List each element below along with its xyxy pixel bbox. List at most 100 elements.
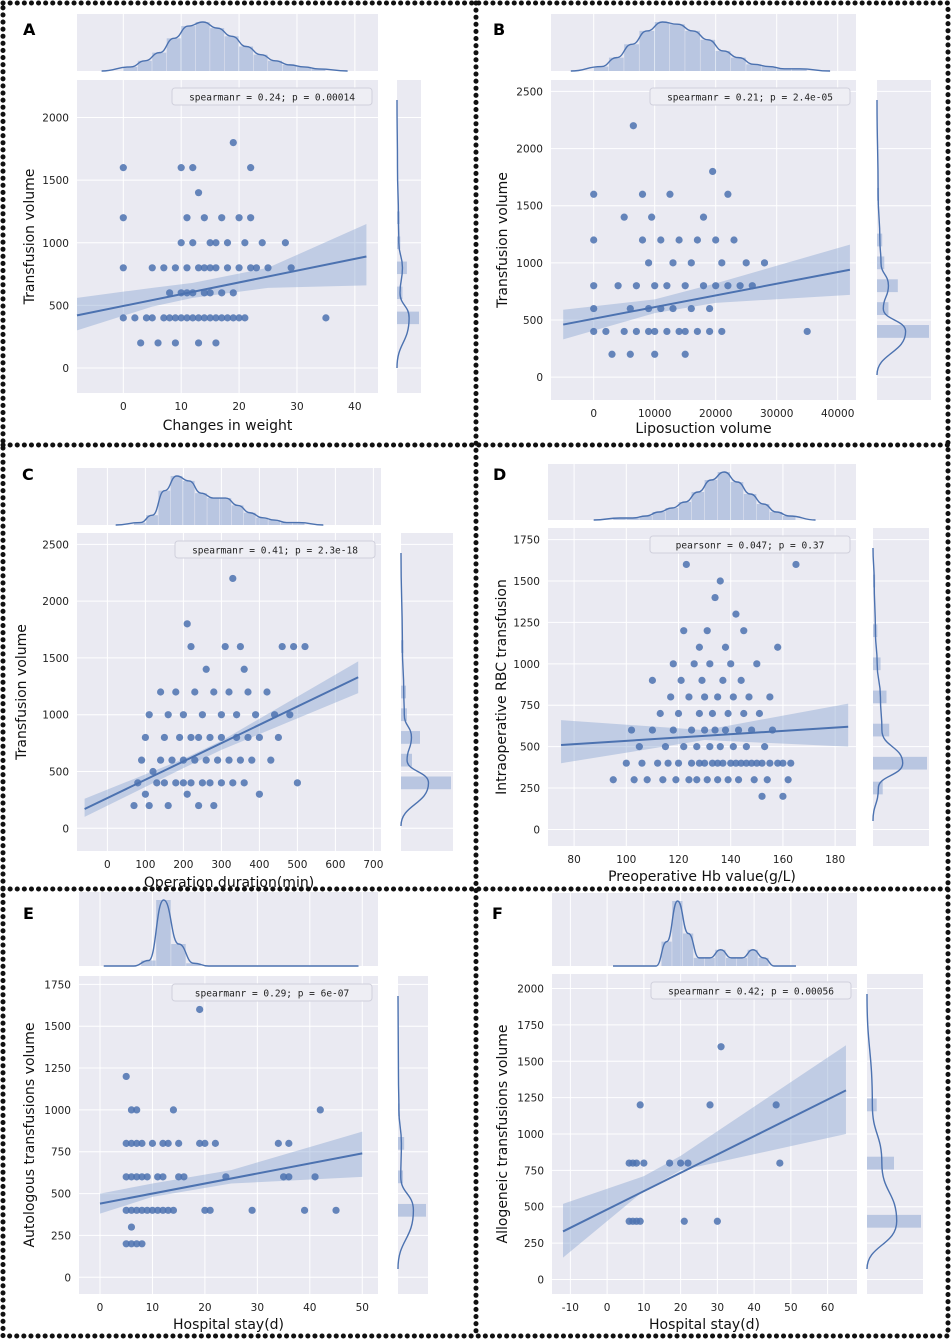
data-point <box>724 776 732 784</box>
marginal-x-bar <box>182 480 195 525</box>
data-point <box>255 790 263 798</box>
data-point <box>706 660 714 668</box>
data-point <box>200 314 208 322</box>
data-point <box>229 779 237 787</box>
x-tick-label: -10 <box>562 1302 579 1314</box>
data-point <box>792 560 800 569</box>
data-point <box>248 1206 256 1214</box>
data-point <box>252 264 261 272</box>
marginal-x-bar <box>704 957 715 966</box>
x-tick-label: 20 <box>232 401 245 413</box>
x-axis-label: Liposuction volume <box>635 421 771 437</box>
data-point <box>755 709 764 718</box>
data-point <box>194 339 203 347</box>
marginal-x-bar <box>682 933 694 966</box>
data-point <box>183 620 191 628</box>
data-point <box>774 759 782 767</box>
data-point <box>742 259 750 267</box>
data-point <box>682 560 690 569</box>
y-tick-label: 1500 <box>513 576 540 588</box>
data-point <box>244 688 252 696</box>
data-point <box>701 759 709 767</box>
data-point <box>247 214 255 222</box>
panel-letter: D <box>493 465 506 484</box>
data-point <box>133 1240 141 1248</box>
data-point <box>685 776 693 784</box>
y-tick-label: 500 <box>49 300 69 312</box>
y-tick-label: 750 <box>51 1147 71 1159</box>
stat-annotation-box <box>171 87 373 106</box>
data-point <box>122 1206 130 1214</box>
data-point <box>645 259 653 267</box>
x-tick-label: 40 <box>303 1302 316 1314</box>
marginal-x-bar <box>156 900 171 966</box>
y-tick-label: 1000 <box>516 258 543 270</box>
x-axis-label: Operation duration(min) <box>144 875 314 891</box>
data-point <box>632 327 641 336</box>
confidence-band <box>563 1045 846 1258</box>
x-tick-label: 30 <box>251 1302 264 1314</box>
data-point <box>667 693 675 701</box>
data-point <box>724 709 732 718</box>
data-point <box>274 733 282 742</box>
data-point <box>285 1173 293 1181</box>
plot-area <box>79 976 378 1294</box>
marginal-x-bar <box>195 493 207 525</box>
data-point <box>711 593 719 602</box>
stat-annotation-box <box>174 540 376 559</box>
y-axis-label: Allogeneic transfusions volume <box>495 1025 511 1244</box>
data-point <box>177 164 185 172</box>
data-point <box>713 1217 721 1225</box>
data-point <box>681 327 689 336</box>
data-point <box>172 688 180 696</box>
data-point <box>638 236 647 244</box>
data-point <box>712 282 720 290</box>
data-point <box>159 1173 167 1181</box>
data-point <box>196 1005 204 1014</box>
data-point <box>648 213 656 221</box>
data-point <box>200 289 208 297</box>
y-tick-label: 1000 <box>42 710 69 722</box>
data-point <box>635 743 643 751</box>
y-tick-label: 0 <box>62 823 69 835</box>
data-point <box>734 776 743 784</box>
data-point <box>221 642 229 651</box>
data-point <box>217 711 225 719</box>
panel-a: 0 10 20 30 40 0 500 1000 1500 2000 spearmanr = 0.2… <box>22 14 421 434</box>
data-point <box>171 264 180 272</box>
data-point <box>241 239 249 247</box>
data-point <box>779 759 787 767</box>
y-axis-label: Transfusion volume <box>14 624 30 761</box>
data-point <box>714 759 722 767</box>
data-point <box>736 282 744 290</box>
stat-annotation: spearmanr = 0.24; p = 0.00014 <box>189 93 355 104</box>
y-tick-label: 1500 <box>42 175 69 187</box>
data-point <box>281 239 289 247</box>
stat-annotation: spearmanr = 0.42; p = 0.00056 <box>668 987 834 998</box>
data-point <box>187 779 195 787</box>
x-tick-label: 200 <box>173 859 193 871</box>
confidence-band <box>563 244 850 340</box>
panel-letter: F <box>492 904 503 923</box>
data-point <box>194 264 203 272</box>
stat-annotation-box <box>171 983 373 1002</box>
x-tick-label: 30000 <box>760 408 793 420</box>
y-tick-label: 0 <box>62 363 69 375</box>
data-point <box>301 642 309 651</box>
y-tick-label: 1000 <box>42 238 69 250</box>
marginal-y-area <box>397 80 421 393</box>
marginal-x-kde <box>613 900 796 967</box>
data-point <box>131 314 139 322</box>
data-point <box>198 711 206 719</box>
data-point <box>687 304 695 313</box>
data-point <box>149 767 157 776</box>
data-point <box>716 743 724 751</box>
data-point <box>195 801 203 810</box>
y-tick-label: 2000 <box>42 596 69 608</box>
data-point <box>189 314 197 322</box>
data-point <box>774 643 782 651</box>
marginal-x-bar <box>608 57 624 71</box>
data-point <box>638 190 647 198</box>
marginal-x-bar <box>743 494 757 520</box>
